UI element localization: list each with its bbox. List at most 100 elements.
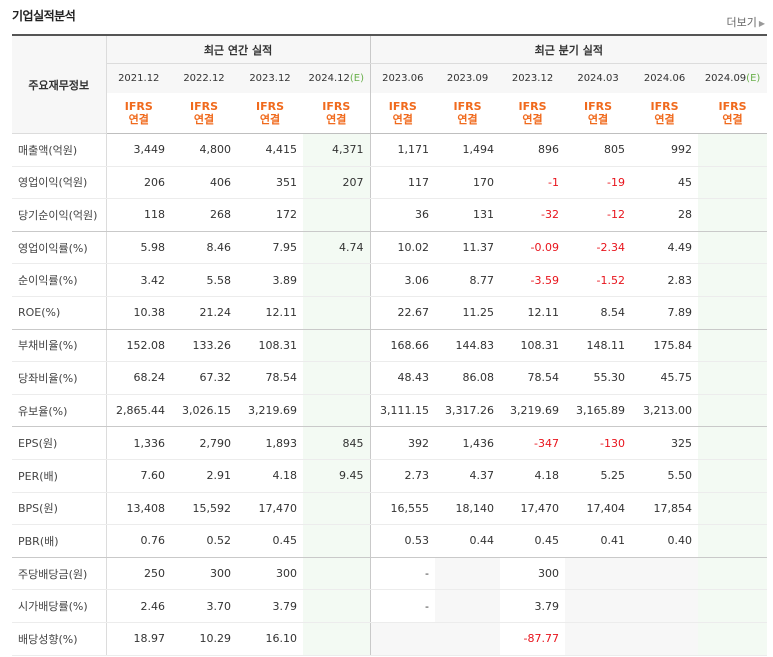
period-label: 2023.09 (446, 73, 489, 84)
table-cell (303, 296, 371, 330)
table-cell: 3,317.26 (435, 394, 501, 428)
row-label: 배당성향(%) (12, 622, 107, 656)
table-cell: 4.49 (631, 231, 699, 265)
basis-ifrs: IFRS (718, 100, 747, 113)
table-cell: 8.77 (435, 263, 501, 297)
table-cell: 4,800 (171, 133, 237, 167)
table-cell: 48.43 (369, 361, 436, 395)
table-cell: 0.45 (237, 524, 303, 558)
table-cell (435, 589, 501, 623)
table-cell: 392 (369, 426, 436, 460)
table-cell (565, 622, 632, 656)
table-cell: 896 (500, 133, 566, 167)
table-cell: 8.46 (171, 231, 237, 265)
table-cell: 2.83 (631, 263, 699, 297)
table-cell: 845 (303, 426, 371, 460)
table-cell: 3.79 (500, 589, 566, 623)
table-row: BPS(원) 13,408 15,592 17,470 16,555 18,140 17,4… (12, 492, 768, 526)
table-cell: 148.11 (565, 329, 632, 363)
period-header: 2023.06 (369, 63, 436, 93)
table-cell (698, 166, 768, 200)
table-cell: 2,865.44 (106, 394, 171, 428)
table-cell (698, 622, 768, 656)
table-cell: 108.31 (500, 329, 566, 363)
annual-header: 최근 연간 실적 (106, 34, 371, 64)
table-cell (698, 198, 768, 232)
period-header: 2023.09 (435, 63, 501, 93)
table-cell (631, 622, 699, 656)
table-cell: 1,436 (435, 426, 501, 460)
row-label: EPS(원) (12, 426, 107, 460)
row-label: 당좌비율(%) (12, 361, 107, 395)
table-cell (631, 557, 699, 591)
table-cell (303, 263, 371, 297)
period-label: 2024.09 (704, 73, 747, 84)
table-cell (698, 296, 768, 330)
basis-header: IFRS 연결 (698, 93, 768, 134)
table-cell: 1,171 (369, 133, 436, 167)
table-cell: 3,213.00 (631, 394, 699, 428)
period-header: 2023.12 (237, 63, 303, 93)
table-cell: 170 (435, 166, 501, 200)
table-cell: 12.11 (237, 296, 303, 330)
basis-ifrs: IFRS (124, 100, 153, 113)
table-row: EPS(원) 1,336 2,790 1,893 845 392 1,436 -347 -130… (12, 426, 768, 460)
table-cell: 28 (631, 198, 699, 232)
row-label: 순이익률(%) (12, 263, 107, 297)
table-cell: 3,026.15 (171, 394, 237, 428)
basis-header: IFRS 연결 (435, 93, 501, 134)
basis-header: IFRS 연결 (106, 93, 171, 134)
table-cell (698, 524, 768, 558)
table-cell: 168.66 (369, 329, 436, 363)
table-cell (565, 557, 632, 591)
row-label: ROE(%) (12, 296, 107, 330)
table-cell: 1,336 (106, 426, 171, 460)
table-cell: -87.77 (500, 622, 566, 656)
table-cell: 172 (237, 198, 303, 232)
estimate-mark: (E) (349, 73, 364, 84)
table-row: 당기순이익(억원) 118 268 172 36 131 -32 -12 28 (12, 198, 768, 232)
basis-consolidated: 연결 (722, 113, 743, 126)
table-cell: 4.18 (500, 459, 566, 493)
period-header: 2022.12 (171, 63, 237, 93)
table-cell (303, 524, 371, 558)
table-cell (698, 361, 768, 395)
table-cell: 805 (565, 133, 632, 167)
basis-ifrs: IFRS (453, 100, 482, 113)
table-cell (565, 589, 632, 623)
table-cell: 0.76 (106, 524, 171, 558)
table-cell: 4.18 (237, 459, 303, 493)
table-cell: 108.31 (237, 329, 303, 363)
table-cell: 7.60 (106, 459, 171, 493)
more-link[interactable]: 더보기 ▶ (726, 14, 765, 30)
table-row: 영업이익률(%) 5.98 8.46 7.95 4.74 10.02 11.37 -0.09-… (12, 231, 768, 265)
table-cell: -19 (565, 166, 632, 200)
table-cell: 36 (369, 198, 436, 232)
table-cell: 78.54 (500, 361, 566, 395)
table-cell: 7.89 (631, 296, 699, 330)
table-cell: 300 (500, 557, 566, 591)
period-label: 2024.06 (643, 73, 686, 84)
table-cell: 12.11 (500, 296, 566, 330)
table-cell (698, 589, 768, 623)
table-cell: 17,470 (237, 492, 303, 526)
basis-header: IFRS 연결 (171, 93, 237, 134)
row-label: 영업이익률(%) (12, 231, 107, 265)
table-cell: 992 (631, 133, 699, 167)
table-row: 당좌비율(%) 68.24 67.32 78.54 48.43 86.08 78.54 55.… (12, 361, 768, 395)
table-cell (303, 492, 371, 526)
table-cell (698, 557, 768, 591)
table-cell: 3,219.69 (500, 394, 566, 428)
table-cell: 4,371 (303, 133, 371, 167)
table-cell (698, 263, 768, 297)
basis-header: IFRS 연결 (237, 93, 303, 134)
table-cell: 13,408 (106, 492, 171, 526)
table-cell: -3.59 (500, 263, 566, 297)
basis-ifrs: IFRS (322, 100, 351, 113)
table-cell: 206 (106, 166, 171, 200)
table-body: 매출액(억원) 3,449 4,800 4,415 4,371 1,171 1,494 896… (12, 133, 768, 656)
table-cell: 86.08 (435, 361, 501, 395)
basis-ifrs: IFRS (650, 100, 679, 113)
table-cell (698, 459, 768, 493)
table-cell: 17,470 (500, 492, 566, 526)
